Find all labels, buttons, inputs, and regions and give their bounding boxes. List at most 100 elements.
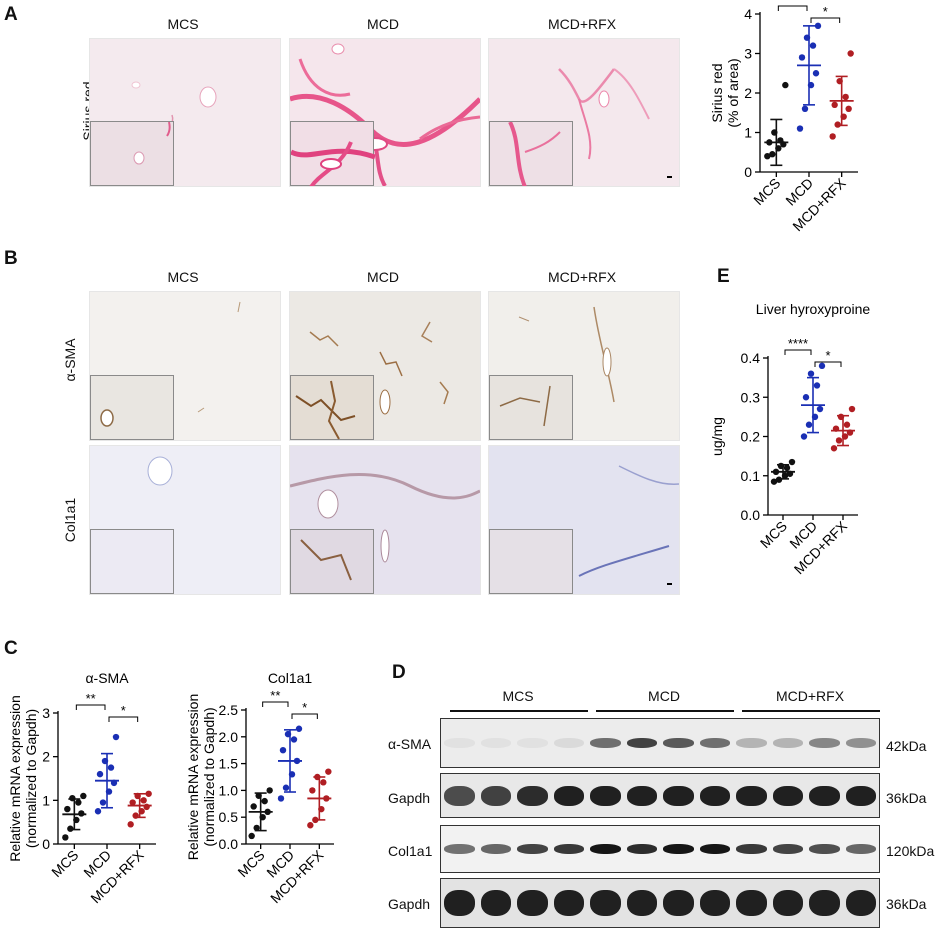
data-point — [848, 405, 856, 413]
sirius-mcd-texture — [290, 43, 480, 186]
y-tick-label: 0.5 — [219, 809, 239, 825]
blot-band — [736, 738, 767, 748]
data-point — [816, 405, 824, 413]
blot-band — [553, 844, 584, 854]
column-title-b-mcd-rfx: MCD+RFX — [547, 269, 617, 285]
blot-band — [626, 844, 657, 854]
significance-bracket — [75, 704, 106, 710]
data-point — [812, 70, 820, 77]
blot-band — [772, 738, 803, 748]
y-tick-label: 0.4 — [741, 350, 761, 366]
significance-bracket — [777, 5, 808, 11]
significance-stars: **** — [788, 336, 808, 351]
blot-band — [736, 890, 767, 916]
blot-row-label-asma: α-SMA — [388, 736, 432, 752]
blot-group-label-mcd: MCD — [648, 688, 680, 704]
scale-bar-a — [667, 176, 672, 178]
asma-mcd-inset — [290, 374, 374, 440]
sirius-red-micrograph-mcs — [89, 38, 281, 187]
col1a1-rfx-inset — [489, 528, 573, 594]
data-point — [845, 105, 852, 113]
y-tick-label: 0.0 — [741, 507, 761, 523]
blot-band — [809, 844, 840, 854]
blot-strip-gapdh-2 — [440, 878, 880, 928]
y-tick-label: 0.2 — [741, 429, 761, 445]
blot-row-label-gapdh-2: Gapdh — [388, 896, 431, 912]
panel-label-a: A — [4, 4, 18, 25]
significance-stars: ** — [270, 688, 280, 703]
chart-hydroxyproline: Liver hyroxyproine ug/mg 0.0 0.1 0.2 0.3 0.4 MC… — [709, 301, 870, 577]
sirius-red-micrograph-mcd-rfx — [488, 38, 680, 187]
y-axis-label: (normalized to Gapdh) — [201, 707, 217, 846]
y-axis-label: (% of area) — [725, 58, 741, 127]
data-point — [94, 808, 102, 815]
blot-band — [553, 785, 584, 806]
data-point — [843, 421, 851, 428]
col1a1-micrograph-mcd-rfx — [488, 445, 680, 595]
y-tick-label: 0 — [744, 164, 752, 180]
data-point — [261, 797, 268, 805]
data-point — [801, 105, 809, 113]
data-point — [112, 733, 120, 741]
blot-band — [845, 738, 876, 748]
y-tick-label: 3 — [42, 705, 50, 721]
data-point — [250, 803, 257, 810]
y-tick-label: 2 — [42, 749, 50, 765]
y-tick-label: 0.0 — [219, 836, 239, 852]
asma-mcs-texture — [197, 301, 241, 413]
y-tick-label: 2.5 — [219, 702, 239, 718]
blot-band — [444, 844, 475, 854]
sirius-mcs-inset — [90, 121, 174, 186]
blot-band — [626, 738, 657, 748]
data-point — [248, 832, 255, 840]
sirius-mcd-inset — [290, 121, 376, 186]
asma-mcd-texture — [309, 321, 449, 415]
blot-band — [699, 844, 730, 854]
data-point — [829, 133, 836, 140]
asma-mcs-inset — [90, 374, 174, 440]
sirius-rfx-texture — [558, 68, 650, 160]
blot-band — [480, 844, 511, 854]
col1a1-mcd-texture — [290, 472, 480, 563]
significance-stars: * — [825, 348, 830, 363]
x-tick-label: MCS — [757, 518, 790, 551]
column-title-mcs: MCS — [167, 16, 199, 32]
blot-kda-gapdh-1: 36kDa — [886, 790, 927, 806]
data-point — [842, 93, 849, 101]
blot-band — [809, 738, 840, 748]
blot-band — [772, 890, 803, 916]
data-point — [788, 458, 796, 466]
data-point — [320, 779, 327, 786]
col1a1-micrograph-mcd — [289, 445, 481, 595]
y-axis-label: Relative mRNA expression — [7, 695, 23, 862]
significance-stars: * — [823, 4, 828, 19]
data-point — [805, 421, 813, 428]
data-point — [62, 834, 69, 841]
blot-band — [626, 890, 657, 916]
y-tick-label: 1.0 — [219, 782, 239, 798]
x-tick-label: MCS — [234, 847, 267, 880]
data-point — [309, 787, 316, 794]
sirius-rfx-inset — [489, 121, 573, 186]
y-tick-label: 1 — [42, 792, 50, 808]
blot-group-label-mcs: MCS — [502, 688, 534, 704]
significance-bracket — [814, 361, 842, 367]
data-point — [107, 764, 115, 771]
column-title-mcd: MCD — [367, 16, 399, 32]
blot-band — [699, 738, 730, 748]
data-point — [325, 768, 332, 775]
blot-band — [736, 785, 767, 806]
panel-label-e: E — [717, 266, 730, 287]
blot-band — [663, 785, 694, 806]
blot-strip-gapdh-1 — [440, 773, 880, 818]
col1a1-mcs-inset — [90, 528, 174, 594]
blot-band — [663, 844, 694, 854]
data-point — [279, 747, 287, 754]
y-tick-label: 1.5 — [219, 756, 239, 772]
col1a1-mcs-texture — [147, 456, 173, 486]
significance-bracket — [262, 701, 289, 707]
data-point — [835, 437, 843, 444]
blot-band — [809, 890, 840, 916]
data-point — [798, 54, 806, 61]
blot-band — [809, 785, 840, 806]
